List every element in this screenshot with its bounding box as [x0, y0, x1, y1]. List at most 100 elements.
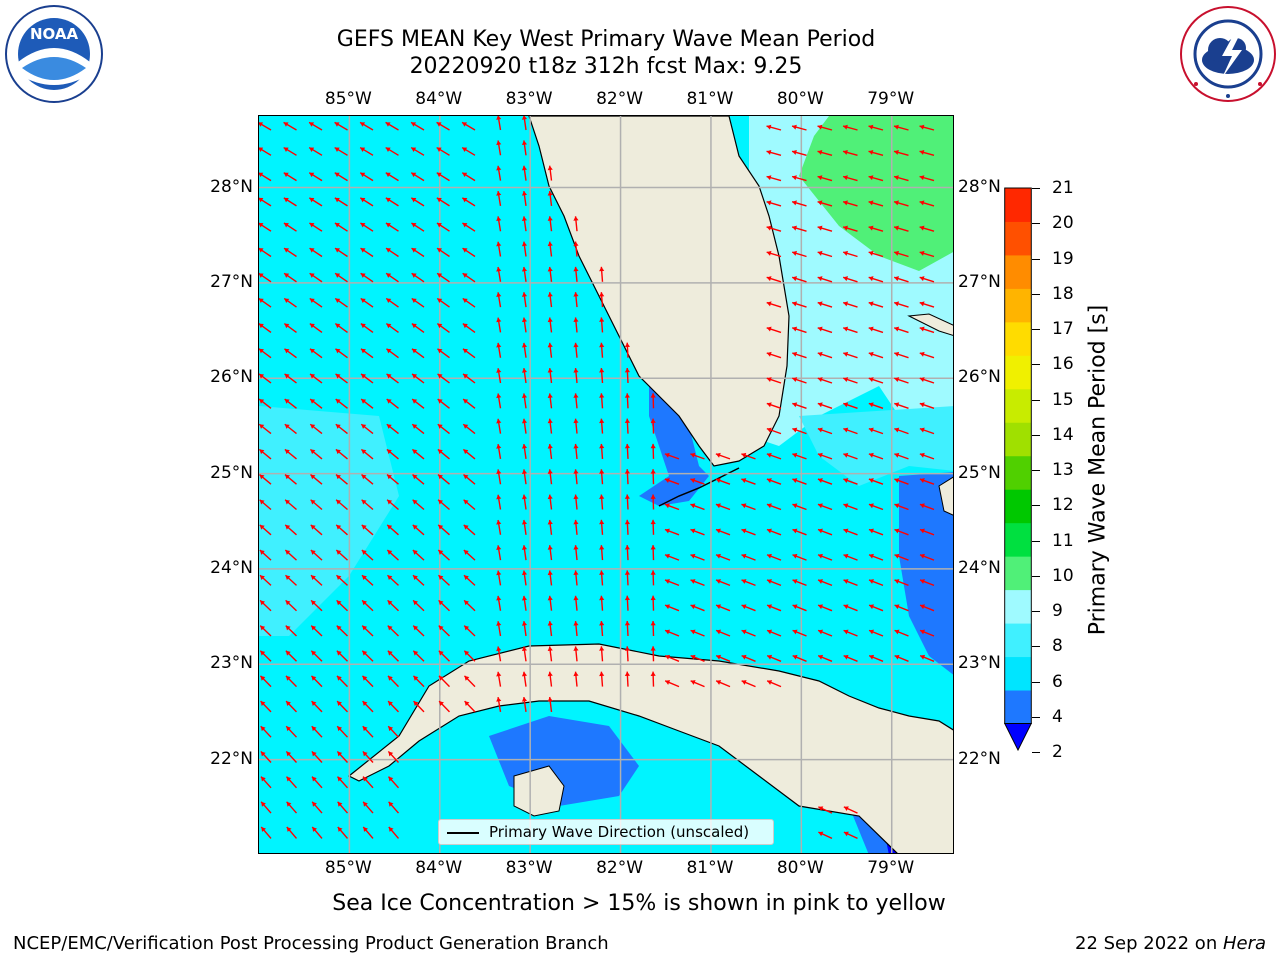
wave-direction-arrow [308, 121, 323, 131]
wave-direction-arrow [817, 452, 833, 460]
wave-direction-arrow [690, 654, 705, 662]
wave-direction-arrow [436, 247, 450, 258]
wave-direction-arrow [334, 222, 348, 232]
wave-direction-arrow [360, 398, 374, 409]
wave-direction-arrow [843, 326, 858, 334]
wave-direction-arrow [842, 301, 858, 308]
wave-direction-arrow [792, 503, 807, 511]
footer-date-text: 22 Sep 2022 on [1075, 933, 1223, 954]
wave-direction-arrow [259, 247, 272, 258]
land-florida-keys [658, 467, 740, 507]
lat-tick-label-left: 23°N [210, 653, 253, 674]
wave-direction-arrow [893, 175, 909, 182]
wave-direction-arrow [547, 165, 553, 181]
wave-direction-arrow [792, 452, 807, 460]
wave-direction-arrow [842, 149, 858, 156]
wave-direction-arrow [792, 579, 807, 587]
wave-direction-arrow [438, 574, 450, 586]
colorbar-tick-label: 9 [1052, 601, 1063, 621]
nws-logo [1180, 6, 1276, 102]
wave-direction-arrow [599, 317, 605, 333]
wave-direction-arrow [411, 272, 425, 283]
wave-direction-arrow [624, 342, 631, 358]
wave-direction-arrow [893, 225, 909, 232]
wave-direction-arrow [386, 348, 399, 359]
wave-direction-arrow [362, 801, 374, 814]
wave-direction-arrow [387, 725, 400, 738]
wave-direction-arrow [766, 427, 782, 435]
wave-direction-arrow [843, 806, 858, 814]
wave-direction-arrow [817, 326, 833, 334]
wave-direction-arrow [387, 776, 400, 789]
wave-direction-arrow [462, 448, 476, 460]
wave-direction-arrow [690, 528, 705, 536]
colorbar-segment [1004, 589, 1032, 624]
wave-direction-arrow [410, 197, 425, 207]
wave-direction-arrow [547, 216, 553, 232]
wave-direction-arrow [496, 621, 502, 637]
wave-direction-arrow [817, 301, 833, 308]
wave-direction-arrow [766, 528, 782, 536]
wave-direction-arrow [817, 200, 833, 207]
wave-direction-arrow [868, 326, 884, 334]
wave-direction-arrow [335, 423, 348, 435]
wave-direction-arrow [766, 225, 782, 232]
wave-direction-arrow [360, 348, 374, 359]
wave-direction-arrow [650, 519, 656, 535]
wave-direction-arrow [387, 675, 399, 688]
wave-direction-arrow [436, 297, 450, 308]
wave-direction-arrow [437, 398, 450, 409]
land-isla-juventud [513, 765, 565, 817]
noaa-logo-text: NOAA [30, 25, 79, 43]
wave-direction-arrow [766, 478, 782, 485]
wave-direction-arrow [817, 250, 833, 258]
lat-tick-label-left: 27°N [210, 271, 253, 292]
wave-direction-arrow [894, 478, 909, 485]
wave-direction-arrow [599, 519, 605, 535]
wave-direction-arrow [496, 140, 502, 156]
colorbar [1003, 187, 1033, 752]
wave-direction-arrow [791, 276, 807, 283]
wave-direction-arrow [715, 528, 731, 536]
wave-direction-arrow [385, 247, 399, 258]
wave-direction-arrow [462, 323, 476, 333]
wave-direction-arrow [919, 276, 935, 283]
wave-direction-arrow [361, 499, 374, 511]
wave-direction-arrow [412, 625, 425, 637]
wave-direction-arrow [842, 175, 858, 182]
lat-tick-label-right: 22°N [958, 748, 1001, 769]
wave-direction-arrow [842, 250, 858, 258]
wave-direction-arrow [285, 776, 298, 789]
wave-direction-arrow [919, 351, 935, 359]
wave-direction-arrow [496, 266, 502, 282]
wave-direction-arrow [843, 478, 858, 485]
lon-tick-label-bottom: 79°W [867, 858, 915, 878]
lat-tick-label-left: 26°N [210, 367, 253, 388]
colorbar-tick-mark [1032, 752, 1040, 753]
wave-direction-arrow [664, 452, 680, 460]
wave-direction-arrow [334, 323, 348, 333]
wave-direction-arrow [308, 172, 323, 182]
wave-direction-arrow [310, 474, 323, 485]
wave-direction-arrow [690, 680, 705, 688]
wave-direction-arrow [463, 675, 476, 688]
wave-direction-arrow [893, 250, 909, 258]
wave-direction-arrow [573, 266, 579, 282]
wave-direction-arrow [573, 393, 579, 409]
wave-direction-arrow [496, 671, 502, 687]
wave-direction-arrow [547, 266, 553, 282]
wave-direction-arrow [260, 801, 272, 814]
wave-direction-arrow [766, 124, 782, 131]
footer-date: 22 Sep 2022 on Hera [1075, 933, 1266, 954]
wave-direction-arrow [334, 121, 348, 131]
wave-direction-arrow [690, 553, 705, 561]
wave-direction-arrow [284, 524, 297, 536]
wave-direction-arrow [624, 620, 631, 637]
wave-direction-arrow [336, 725, 349, 738]
wave-direction-arrow [259, 323, 272, 333]
wave-direction-arrow [766, 200, 782, 207]
wave-direction-arrow [521, 342, 528, 358]
wave-direction-arrow [817, 478, 833, 485]
colorbar-tick-mark [1032, 540, 1040, 542]
colorbar-tick-mark [1032, 716, 1040, 718]
